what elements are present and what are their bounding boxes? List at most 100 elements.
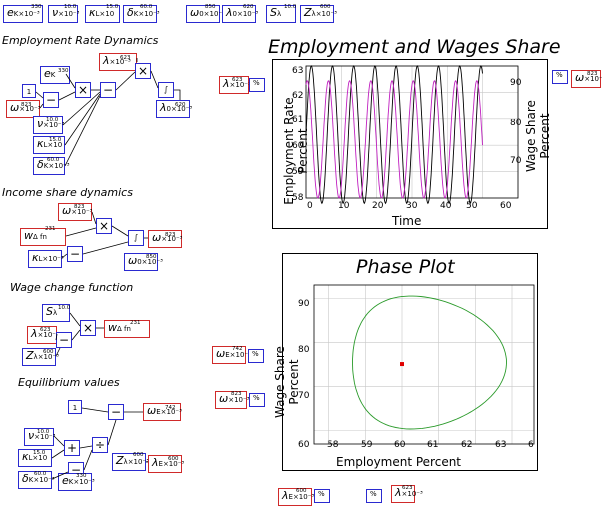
Z-wage-value: 600 bbox=[43, 349, 54, 355]
divide-block-eq[interactable]: ÷ bbox=[92, 437, 108, 453]
phase-ytick-1: 70 bbox=[298, 391, 310, 401]
top-side-omega-value: 823 bbox=[587, 71, 598, 77]
top-xtick-4: 40 bbox=[440, 201, 452, 211]
dK-eq-value: 60.0 bbox=[34, 471, 47, 477]
phase-xtick-3: 61 bbox=[427, 440, 439, 450]
phase-bottom-lambda-block[interactable]: λ×10⁻³ bbox=[391, 485, 423, 503]
omegaE-eq-value: 742 bbox=[165, 405, 176, 411]
top-side-percent-right[interactable]: % bbox=[552, 70, 568, 84]
param-dK[interactable]: δK×10⁻³ bbox=[123, 5, 160, 23]
nu-emp-block[interactable]: ν×10⁻³ bbox=[33, 116, 64, 134]
param-kL[interactable]: κL×10 bbox=[85, 5, 120, 23]
multiply-block-1[interactable]: × bbox=[135, 63, 151, 79]
phase-equilibrium-point bbox=[400, 362, 404, 367]
top-chart-frame[interactable] bbox=[272, 59, 548, 229]
top-series-0-line bbox=[305, 65, 483, 205]
param-omega0[interactable]: ω0×10⁻³ bbox=[186, 5, 225, 23]
top-chart-xlabel: Time bbox=[392, 214, 422, 228]
dK-emp-block[interactable]: δK×10⁻³ bbox=[33, 157, 70, 175]
eK-input-value: 330 bbox=[58, 68, 69, 74]
param-Z-value: 600 bbox=[320, 4, 331, 10]
subtract-block-eq[interactable]: − bbox=[108, 404, 124, 420]
param-dK-value: 60.0 bbox=[140, 4, 153, 10]
omega0-inc-block[interactable]: ω0×10⁻³ bbox=[124, 253, 163, 271]
phase-side-omegaE-block[interactable]: ωE×10⁻³ bbox=[212, 346, 251, 364]
section-wage: Wage change function bbox=[10, 281, 134, 294]
lambdaE-eq-block[interactable]: λE×10⁻³ bbox=[148, 455, 184, 473]
top-ytick-l4: 62 bbox=[292, 91, 304, 101]
omega-emp-value: 823 bbox=[21, 102, 32, 108]
Slambda-wage-block[interactable]: Sλ bbox=[42, 304, 70, 322]
omega0-inc-value: 850 bbox=[146, 254, 157, 260]
param-omega0-value: 850 bbox=[205, 4, 216, 10]
phase-bottom-percent-1[interactable]: % bbox=[314, 489, 330, 503]
eK-eq-block[interactable]: eK×10⁻³ bbox=[58, 473, 95, 491]
omegaE-eq-block[interactable]: ωE×10⁻³ bbox=[143, 403, 182, 421]
param-eK[interactable]: eK×10⁻³ bbox=[3, 5, 43, 23]
param-kL-value: 15.0 bbox=[106, 4, 119, 10]
multiply-block-inc[interactable]: × bbox=[96, 218, 112, 234]
wdelta-wage-value: 231 bbox=[130, 320, 141, 326]
phase-side-percent-2[interactable]: % bbox=[249, 393, 265, 407]
kL-emp-value: 15.0 bbox=[49, 137, 62, 143]
param-eK-value: 330 bbox=[31, 4, 42, 10]
top-series-1-line bbox=[305, 80, 483, 199]
top-ytick-l1: 59 bbox=[292, 167, 304, 177]
omega-income-out-block[interactable]: ω×10⁻³ bbox=[148, 230, 183, 248]
kL-inc-block[interactable]: κL×10⁻³ bbox=[28, 250, 64, 268]
wdelta-inc-block[interactable]: wΔ fn bbox=[20, 228, 66, 246]
phase-chart-frame[interactable] bbox=[282, 253, 538, 471]
multiply-block-2[interactable]: × bbox=[75, 82, 91, 98]
phase-xtick-5: 63 bbox=[495, 440, 507, 450]
multiply-block-wage[interactable]: × bbox=[80, 320, 96, 336]
omega-income-top-value: 823 bbox=[74, 204, 85, 210]
param-nu[interactable]: ν×10⁻³ bbox=[48, 5, 79, 23]
param-lambda0-value: 620 bbox=[243, 4, 254, 10]
top-side-lambda-block[interactable]: λ×10⁻³ bbox=[219, 76, 251, 94]
wdelta-wage-block[interactable]: wΔ fn bbox=[104, 320, 150, 338]
Z-eq-value: 600 bbox=[133, 452, 144, 458]
phase-xtick-4: 62 bbox=[461, 440, 473, 450]
Z-wage-block[interactable]: Zλ×10⁻³ bbox=[22, 348, 59, 366]
top-side-percent-left[interactable]: % bbox=[249, 78, 265, 92]
subtract-block-2[interactable]: − bbox=[43, 92, 59, 108]
phase-side-percent-1[interactable]: % bbox=[248, 349, 264, 363]
subtract-block-wage[interactable]: − bbox=[56, 332, 72, 348]
param-nu-value: 10.0 bbox=[64, 4, 77, 10]
section-employment: Employment Rate Dynamics bbox=[2, 34, 159, 47]
lambda0-emp-value: 620 bbox=[175, 102, 186, 108]
nu-emp-value: 10.0 bbox=[46, 117, 59, 123]
kL-eq-value: 15.0 bbox=[33, 450, 46, 456]
kL-emp-block[interactable]: κL×10 bbox=[33, 136, 65, 154]
phase-ytick-3: 90 bbox=[298, 299, 310, 309]
omega-emp-block[interactable]: ω×10⁻³ bbox=[6, 100, 41, 118]
phase-side-omega-block[interactable]: ω×10⁻³ bbox=[215, 391, 250, 409]
add-block-eq[interactable]: + bbox=[64, 440, 80, 456]
one-const-block[interactable]: 1 bbox=[22, 84, 36, 98]
subtract-block-inc[interactable]: − bbox=[67, 246, 83, 262]
top-xtick-1: 10 bbox=[338, 201, 350, 211]
top-side-omega-block[interactable]: ω×10⁻³ bbox=[571, 70, 602, 88]
lambda-output-block[interactable]: λ×10⁻³ bbox=[99, 53, 137, 71]
subtract-block-1[interactable]: − bbox=[100, 82, 116, 98]
one-const-eq-block[interactable]: 1 bbox=[68, 400, 82, 414]
nu-eq-block[interactable]: ν×10⁻³ bbox=[24, 428, 55, 446]
phase-chart-xlabel: Employment Percent bbox=[336, 455, 462, 469]
kL-eq-block[interactable]: κL×10 bbox=[18, 449, 52, 467]
lambda0-emp-block[interactable]: λ0×10⁻³ bbox=[156, 100, 192, 118]
param-Slambda[interactable]: Sλ bbox=[266, 5, 296, 23]
dK-eq-block[interactable]: δK×10⁻³ bbox=[18, 471, 55, 489]
omega-income-out-value: 823 bbox=[165, 232, 176, 238]
param-lambda0[interactable]: λ0×10⁻³ bbox=[222, 5, 258, 23]
integrator-block-emp[interactable]: ∫ bbox=[158, 82, 174, 98]
phase-orbit-line bbox=[352, 295, 507, 430]
phase-bottom-percent-2[interactable]: % bbox=[366, 489, 382, 503]
phase-bottom-lambdaE-block[interactable]: λE×10⁻³ bbox=[278, 488, 314, 506]
phase-bottom-lambda-value: 623 bbox=[402, 485, 413, 491]
Z-eq-block[interactable]: Zλ×10⁻³ bbox=[112, 453, 149, 471]
eK-input-block[interactable]: eK bbox=[40, 66, 70, 84]
param-Slambda-value: 10.0 bbox=[284, 4, 297, 10]
omega-income-top-block[interactable]: ω×10⁻³ bbox=[58, 203, 93, 221]
param-Z[interactable]: Zλ×10⁻³ bbox=[300, 5, 337, 23]
integrator-block-inc[interactable]: ∫ bbox=[128, 230, 144, 246]
